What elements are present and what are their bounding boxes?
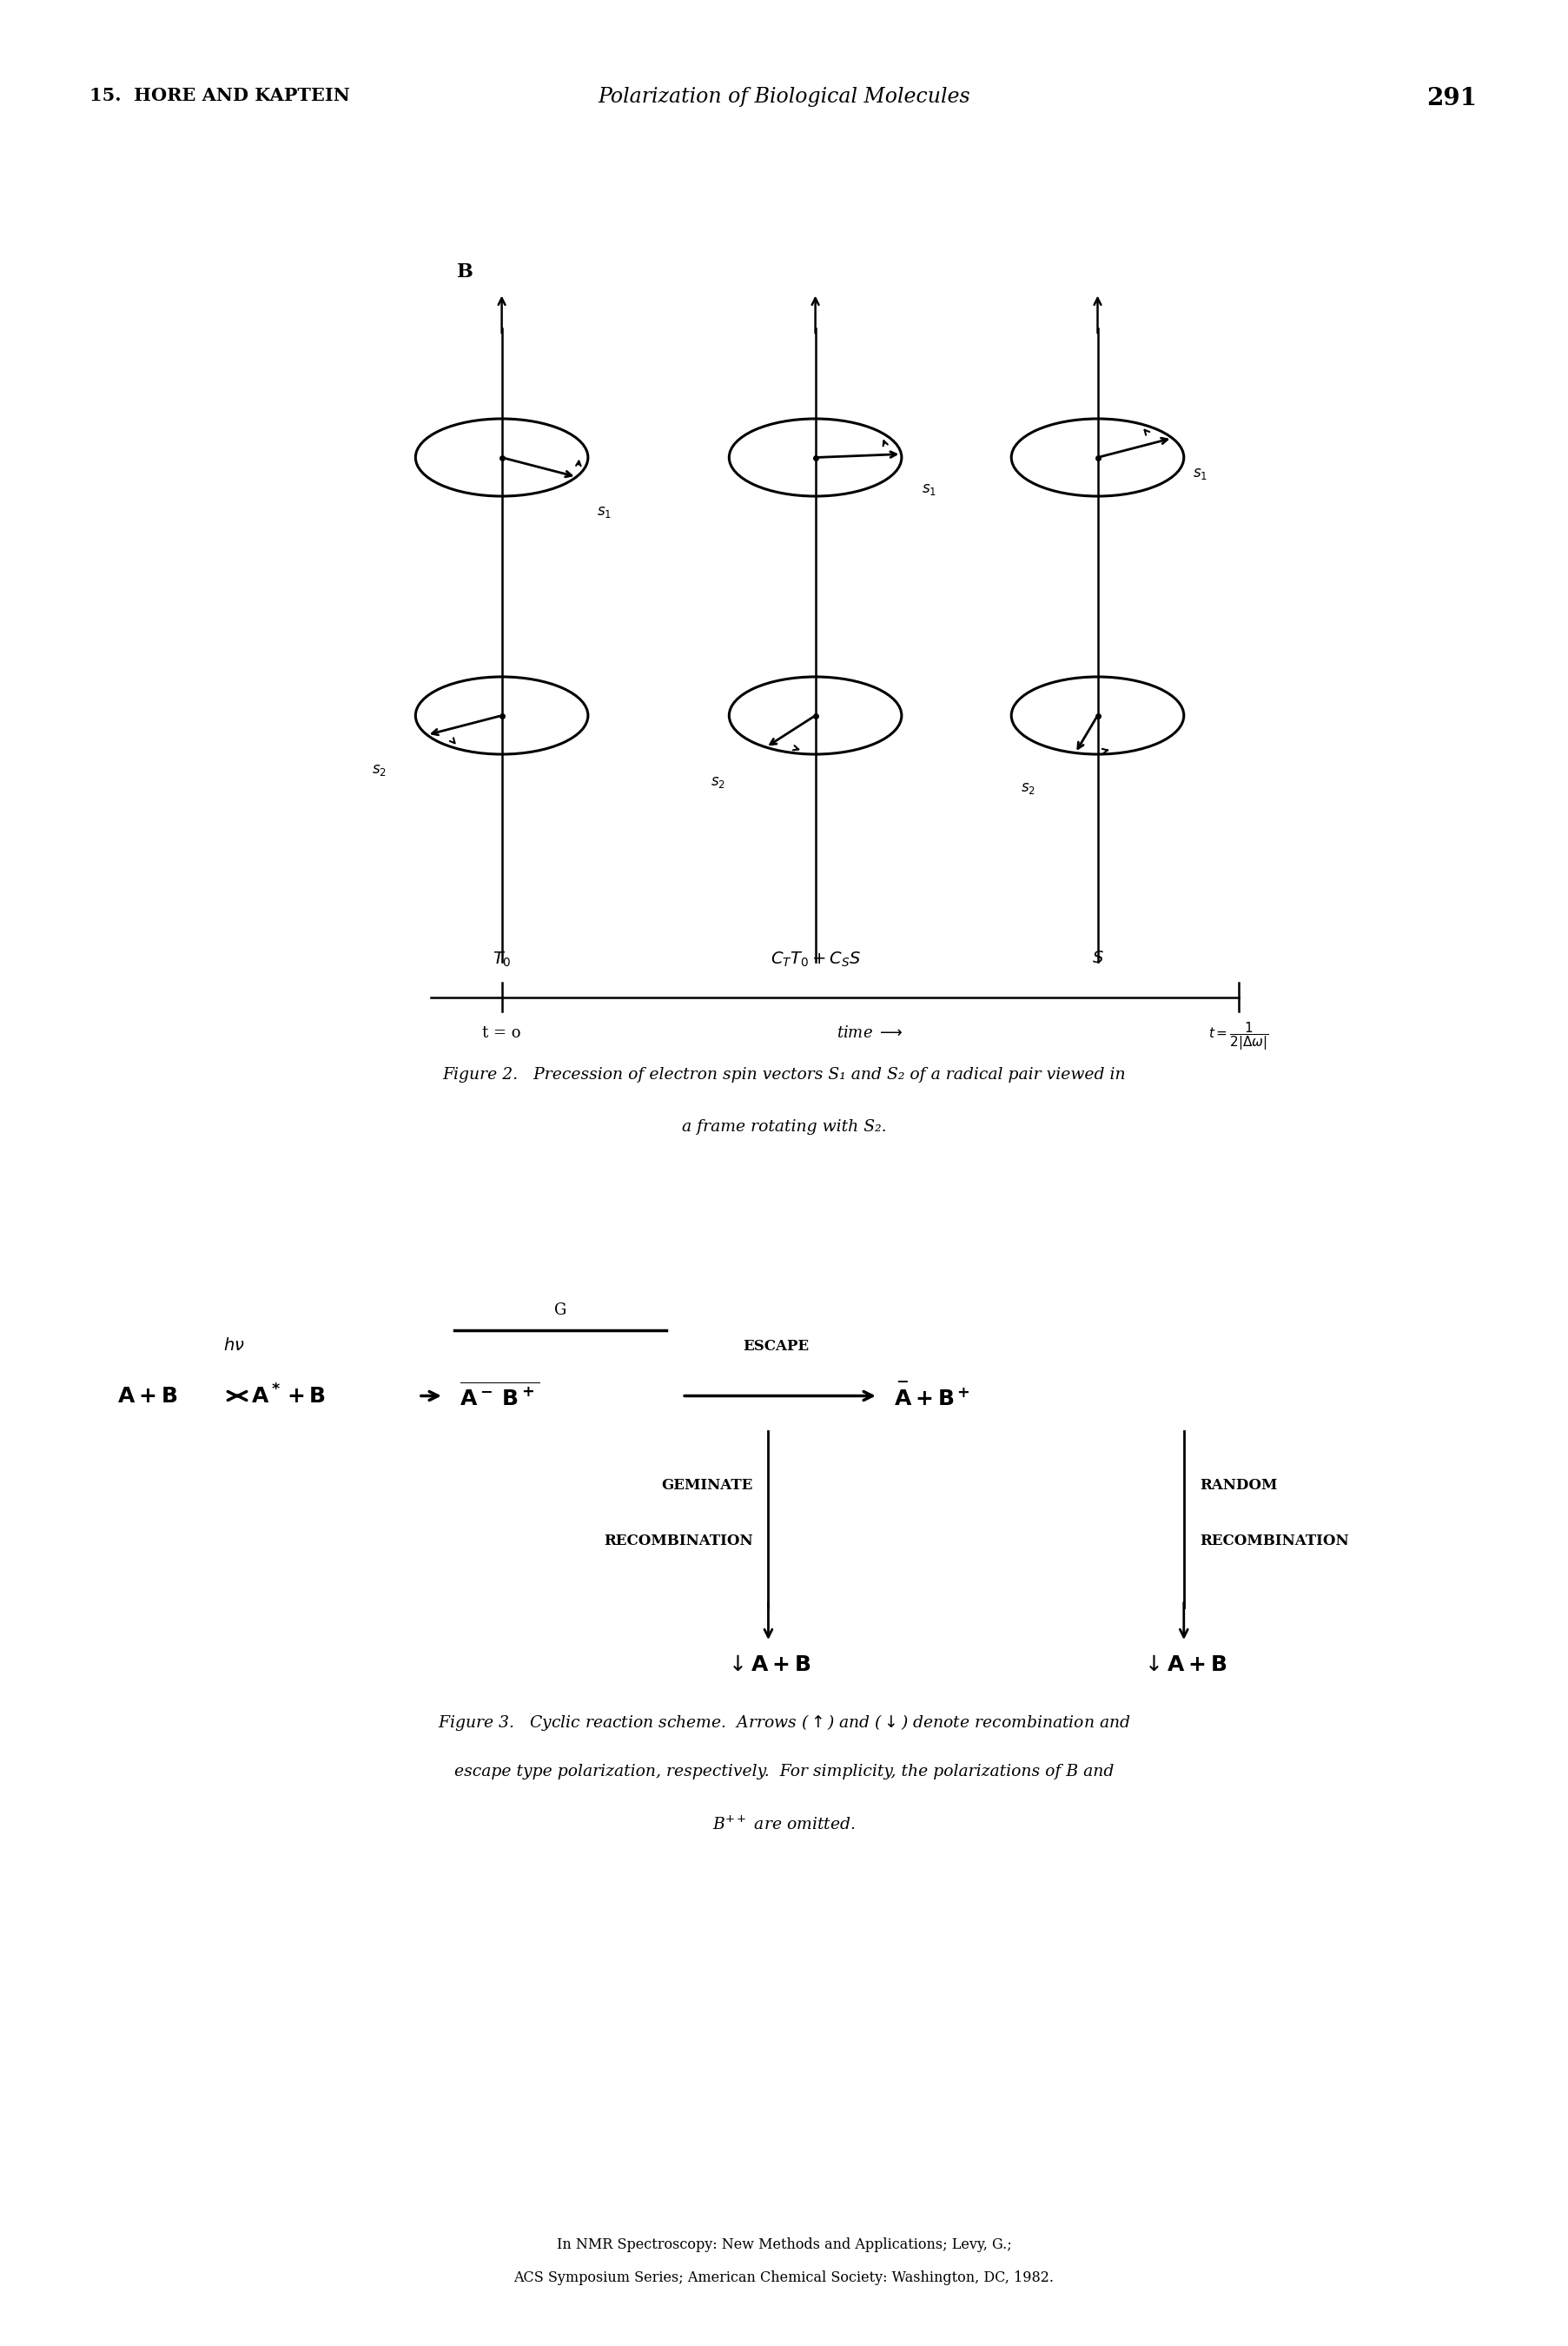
Text: 15.  HORE AND KAPTEIN: 15. HORE AND KAPTEIN [89,87,350,103]
Text: RECOMBINATION: RECOMBINATION [604,1534,753,1548]
Text: $s_1$: $s_1$ [1193,467,1207,481]
Text: RANDOM: RANDOM [1200,1478,1278,1492]
Text: RECOMBINATION: RECOMBINATION [1200,1534,1348,1548]
Text: $\mathbf{\overline{A^- \; B^+}}$: $\mathbf{\overline{A^- \; B^+}}$ [459,1382,539,1410]
Text: $\mathbf{A + B}$: $\mathbf{A + B}$ [118,1386,177,1405]
Text: $s_2$: $s_2$ [1021,781,1035,795]
Text: 291: 291 [1427,87,1477,110]
Text: $\mathbf{\overset{-}{A} + B^+}$: $\mathbf{\overset{-}{A} + B^+}$ [894,1382,971,1410]
Text: t = o: t = o [483,1025,521,1042]
Text: $T_0$: $T_0$ [492,950,511,969]
Text: Figure 3.   Cyclic reaction scheme.  Arrows ($\uparrow$) and ($\downarrow$) deno: Figure 3. Cyclic reaction scheme. Arrows… [437,1713,1131,1734]
Text: $\downarrow$$\mathbf{A + B}$: $\downarrow$$\mathbf{A + B}$ [1140,1654,1228,1675]
Text: $s_1$: $s_1$ [597,504,612,521]
Text: $S$: $S$ [1091,950,1104,967]
Text: Figure 2.   Precession of electron spin vectors S₁ and S₂ of a radical pair view: Figure 2. Precession of electron spin ve… [442,1067,1126,1084]
Text: B: B [458,263,474,282]
Text: a frame rotating with S₂.: a frame rotating with S₂. [682,1119,886,1135]
Text: B$^{++}$ are omitted.: B$^{++}$ are omitted. [712,1816,856,1832]
Text: $s_1$: $s_1$ [922,483,936,497]
Text: $s_2$: $s_2$ [710,777,726,791]
Text: GEMINATE: GEMINATE [662,1478,753,1492]
Text: Polarization of Biological Molecules: Polarization of Biological Molecules [597,87,971,108]
Text: $h\nu$: $h\nu$ [223,1337,245,1354]
Text: ACS Symposium Series; American Chemical Society: Washington, DC, 1982.: ACS Symposium Series; American Chemical … [514,2271,1054,2285]
Text: $t = \dfrac{1}{2|\Delta\omega|}$: $t = \dfrac{1}{2|\Delta\omega|}$ [1209,1021,1269,1053]
Text: ESCAPE: ESCAPE [743,1340,809,1354]
Text: escape type polarization, respectively.  For simplicity, the polarizations of B : escape type polarization, respectively. … [455,1764,1113,1781]
Text: $C_TT_0 + C_SS$: $C_TT_0 + C_SS$ [770,950,861,969]
Text: time $\longrightarrow$: time $\longrightarrow$ [837,1025,903,1042]
Text: $s_2$: $s_2$ [372,762,387,779]
Text: $\mathbf{A^* + B}$: $\mathbf{A^* + B}$ [251,1384,326,1408]
Text: $\downarrow$$\mathbf{A + B}$: $\downarrow$$\mathbf{A + B}$ [724,1654,812,1675]
Text: In NMR Spectroscopy: New Methods and Applications; Levy, G.;: In NMR Spectroscopy: New Methods and App… [557,2238,1011,2252]
Text: G: G [555,1302,566,1318]
